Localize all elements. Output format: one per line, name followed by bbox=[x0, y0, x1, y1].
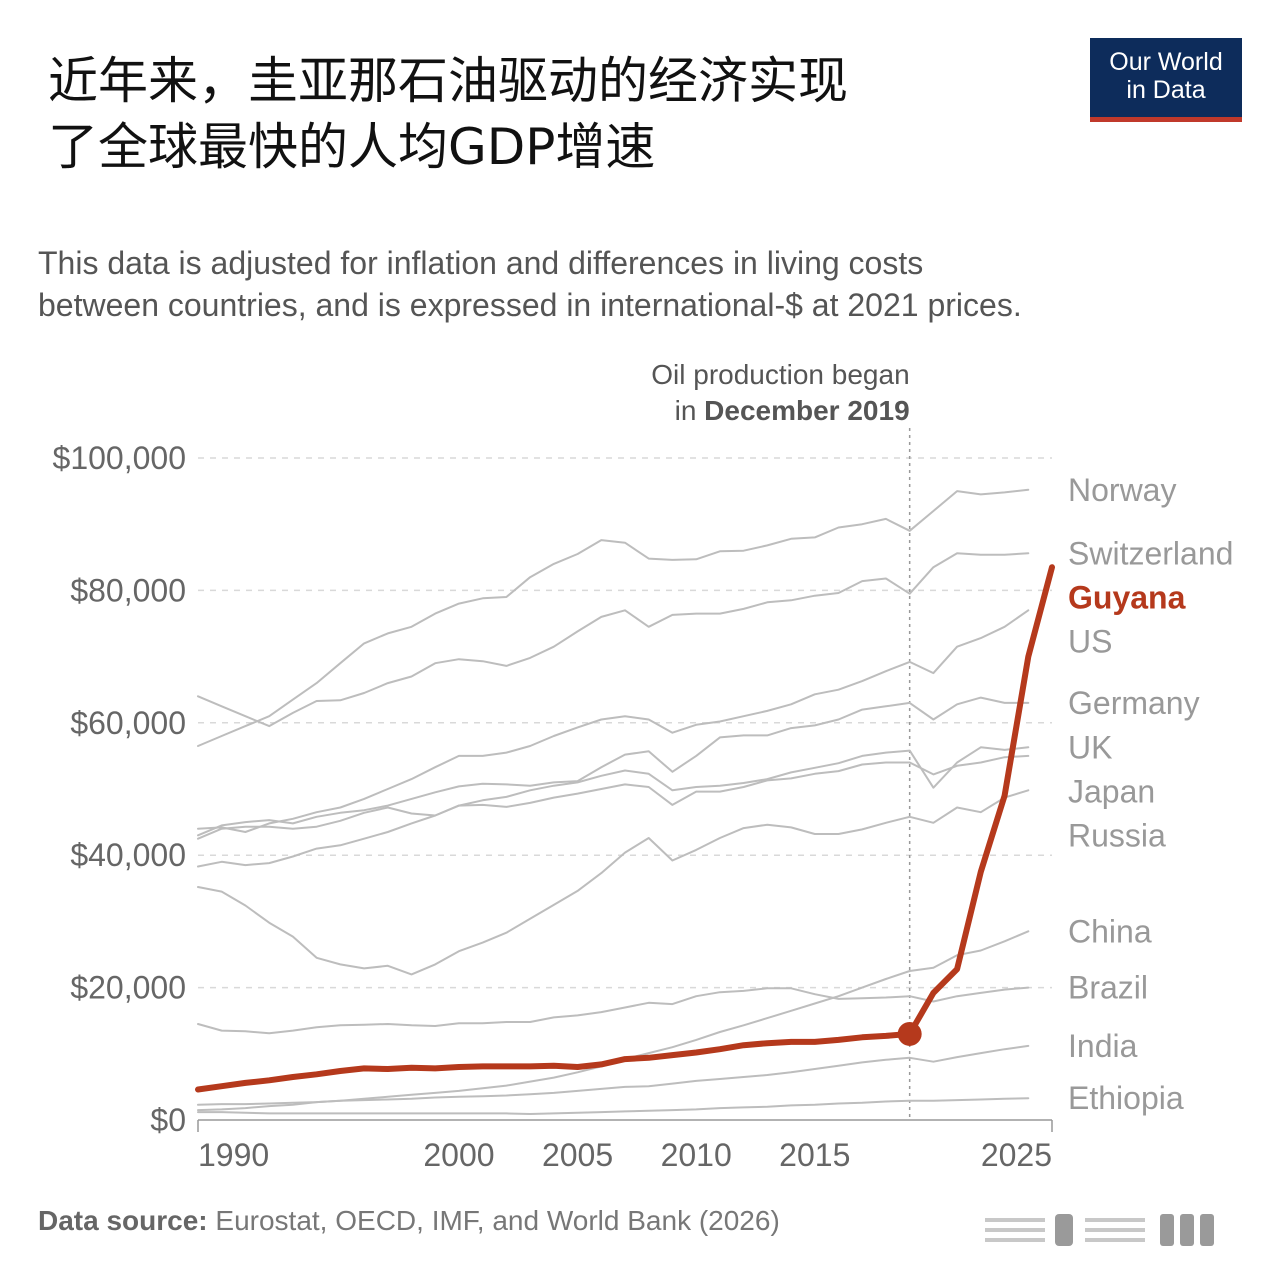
grid-layer bbox=[198, 457, 1052, 989]
series-label-layer: Norway Switzerland Guyana US Germany UK Japan R… bbox=[1068, 472, 1233, 1116]
source-text: Eurostat, OECD, IMF, and World Bank (202… bbox=[207, 1205, 780, 1236]
series-label-ethiopia: Ethiopia bbox=[1068, 1080, 1184, 1116]
owid-logo[interactable]: Our World in Data bbox=[1090, 38, 1242, 122]
annotation-prefix: in bbox=[675, 395, 705, 426]
series-line-us[interactable] bbox=[197, 609, 1030, 833]
annotation-line-1: Oil production began bbox=[651, 359, 909, 390]
subtitle-line-1: This data is adjusted for inflation and … bbox=[38, 245, 924, 281]
y-tick-label: $80,000 bbox=[70, 572, 186, 608]
series-label-switzerland: Switzerland bbox=[1068, 535, 1233, 571]
annotation-layer: Oil production began in December 2019 bbox=[651, 359, 911, 1120]
series-line-china[interactable] bbox=[197, 930, 1030, 1112]
x-tick-label: 2015 bbox=[779, 1137, 850, 1173]
title-line-2: 了全球最快的人均GDP增速 bbox=[48, 118, 656, 176]
y-tick-label: $0 bbox=[150, 1102, 186, 1138]
x-tick-label: 1990 bbox=[198, 1137, 269, 1173]
y-tick-label: $20,000 bbox=[70, 970, 186, 1006]
series-label-brazil: Brazil bbox=[1068, 970, 1148, 1006]
series-line-india[interactable] bbox=[197, 1044, 1030, 1106]
watermark-icon bbox=[985, 1214, 1214, 1246]
x-tick-label: 2025 bbox=[981, 1137, 1052, 1173]
series-line-uk[interactable] bbox=[197, 746, 1030, 868]
x-tick-label: 2005 bbox=[542, 1137, 613, 1173]
series-label-china: China bbox=[1068, 913, 1152, 949]
logo-line-1: Our World bbox=[1109, 48, 1223, 76]
series-label-uk: UK bbox=[1068, 729, 1112, 765]
series-label-japan: Japan bbox=[1068, 773, 1155, 809]
series-label-india: India bbox=[1068, 1028, 1138, 1064]
series-label-guyana: Guyana bbox=[1068, 579, 1186, 615]
series-line-russia[interactable] bbox=[197, 789, 1030, 976]
series-label-norway: Norway bbox=[1068, 472, 1176, 508]
y-tick-label: $60,000 bbox=[70, 705, 186, 741]
y-tick-label: $40,000 bbox=[70, 837, 186, 873]
chart-title: 近年来，圭亚那石油驱动的经济实现 了全球最快的人均GDP增速 bbox=[48, 48, 1008, 180]
series-layer bbox=[195, 488, 1055, 1115]
series-line-switzerland[interactable] bbox=[197, 552, 1030, 728]
series-label-germany: Germany bbox=[1068, 685, 1200, 721]
x-tick-label: 2000 bbox=[423, 1137, 494, 1173]
series-line-norway[interactable] bbox=[197, 488, 1030, 747]
series-line-ethiopia[interactable] bbox=[197, 1097, 1030, 1115]
title-line-1: 近年来，圭亚那石油驱动的经济实现 bbox=[48, 52, 848, 110]
annotation-date: December 2019 bbox=[704, 395, 909, 426]
data-source: Data source: Eurostat, OECD, IMF, and Wo… bbox=[38, 1205, 780, 1237]
y-tick-label: $100,000 bbox=[53, 440, 186, 476]
axis-layer: $0 $20,000 $40,000 $60,000 $80,000 $100,000 19… bbox=[53, 440, 1053, 1173]
subtitle-line-2: between countries, and is expressed in i… bbox=[38, 287, 1022, 323]
series-line-guyana[interactable] bbox=[195, 564, 1055, 1093]
x-tick-label: 2010 bbox=[661, 1137, 732, 1173]
series-line-brazil[interactable] bbox=[197, 986, 1030, 1035]
line-chart: Oil production began in December 2019 $0… bbox=[53, 359, 1234, 1173]
source-label: Data source: bbox=[38, 1205, 208, 1236]
series-label-russia: Russia bbox=[1068, 817, 1166, 853]
annotation-line-2: in December 2019 bbox=[675, 395, 910, 426]
series-line-japan[interactable] bbox=[197, 754, 1030, 840]
logo-line-2: in Data bbox=[1126, 76, 1206, 104]
series-line-germany[interactable] bbox=[197, 696, 1030, 837]
series-label-us: US bbox=[1068, 623, 1112, 659]
chart-subtitle: This data is adjusted for inflation and … bbox=[38, 242, 1218, 326]
oil-start-marker-point[interactable] bbox=[897, 1021, 922, 1046]
